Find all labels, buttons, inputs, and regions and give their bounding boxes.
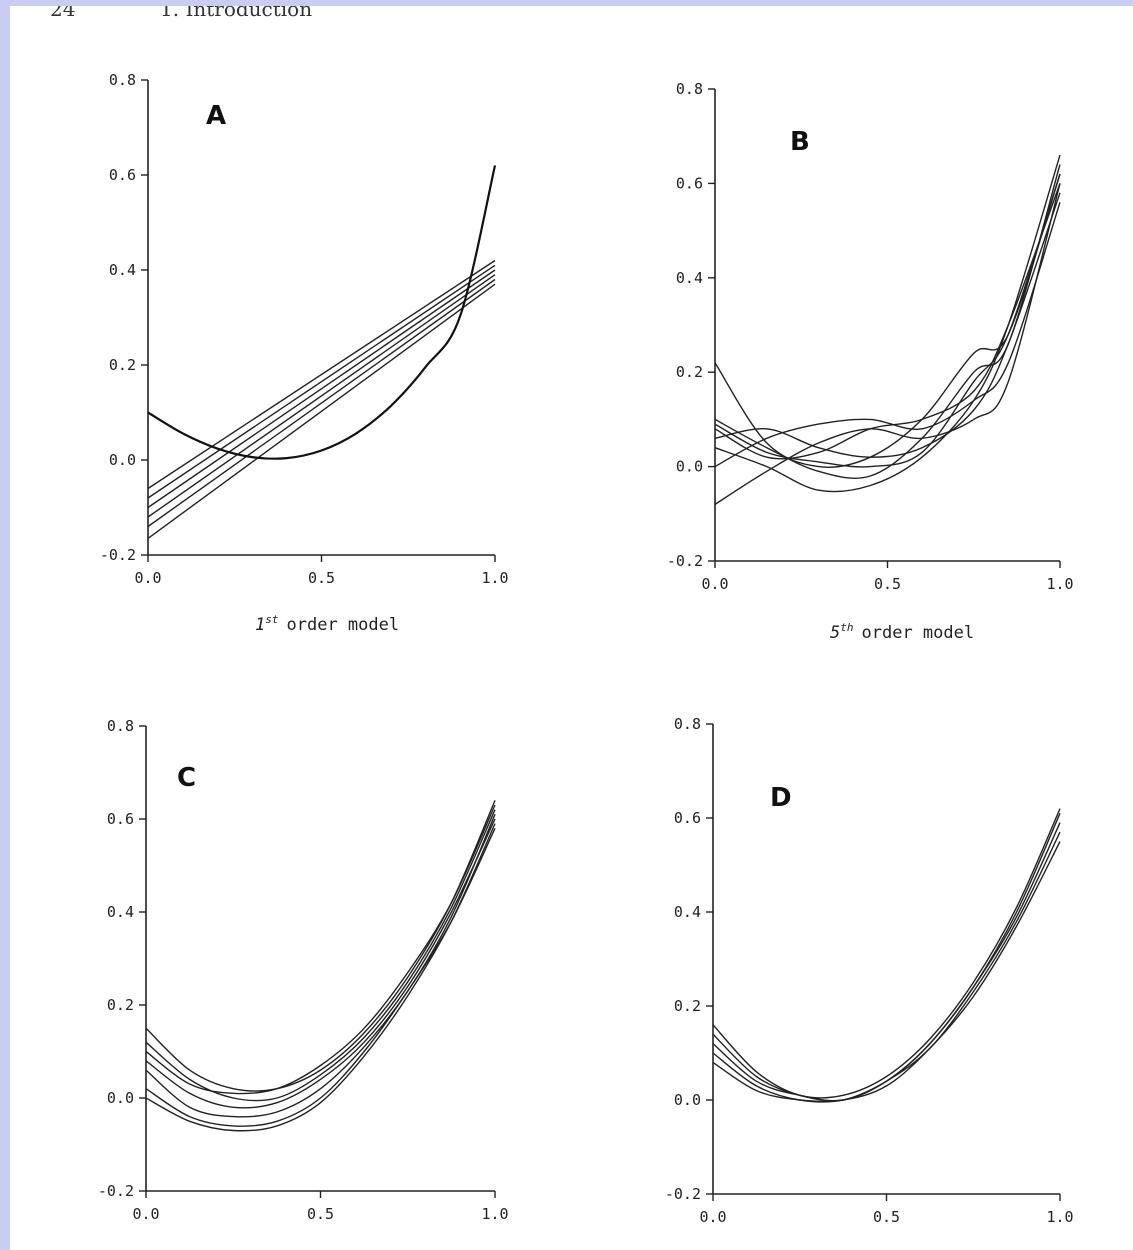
panel-a-y-tick-label: 0.4 [109,261,136,279]
book-page: 24 1. Introduction -0.2 0.0 0.2 0.4 0.6 0.8 0.… [10,6,1133,1250]
panel-d: -0.2 0.0 0.2 0.4 0.6 0.8 0.0 0.5 1.0 D [665,715,1074,1226]
panel-a-fit-curve [148,275,495,517]
panel-b-xlabel-suffix: th [840,621,853,634]
panel-b-y-tick-label: 0.4 [676,269,703,287]
panel-c-x-tick-label: 0.0 [132,1205,159,1223]
panel-b-fit-curve [715,183,1060,458]
panel-a-x-tick-label: 0.5 [308,569,335,587]
panel-b-letter: B [790,127,810,157]
panel-c-y-tick-label: -0.2 [98,1182,134,1200]
panel-b-xlabel-number: 5 [830,623,840,643]
figure: 24 1. Introduction -0.2 0.0 0.2 0.4 0.6 0.8 0.… [10,6,1133,1250]
panel-b-xlabel-rest: order model [862,623,975,643]
panel-b: -0.2 0.0 0.2 0.4 0.6 0.8 0.0 0.5 1.0 B 5th order … [667,80,1074,643]
panel-a-xlabel-rest: order model [287,615,400,635]
panel-d-fit-curve [713,832,1060,1102]
panel-c: -0.2 0.0 0.2 0.4 0.6 0.8 0.0 0.5 1.0 C [98,717,509,1223]
panel-c-fit-curve [146,814,495,1117]
panel-a-letter: A [206,101,226,131]
panel-a-x-tick-label: 1.0 [481,569,508,587]
panel-d-y-tick-label: 0.0 [674,1091,701,1109]
panel-a-y-tick-label: -0.2 [100,546,136,564]
panel-a-fit-curve [148,261,495,489]
page-number: 24 [50,6,75,21]
panel-c-fit-curve [146,805,495,1094]
panel-d-fit-curve [713,813,1060,1100]
panel-a-x-tick-label: 0.0 [134,569,161,587]
panel-d-x-tick-label: 0.0 [699,1208,726,1226]
panel-c-y-tick-label: 0.4 [107,903,134,921]
panel-a-true-curve [148,166,495,459]
panel-d-y-tick-label: 0.2 [674,997,701,1015]
panel-b-x-axis-label: 5th order model [830,621,974,643]
panel-b-fit-curve [715,155,1060,491]
panel-a-xlabel-suffix: st [265,613,279,626]
panel-d-x-tick-label: 1.0 [1046,1208,1073,1226]
panel-a-fit-curve [148,280,495,527]
panel-d-fit-curve [713,809,1060,1098]
panel-d-fit-curve [713,823,1060,1101]
panel-c-y-tick-label: 0.2 [107,996,134,1014]
panel-b-y-tick-label: 0.2 [676,363,703,381]
panel-c-y-tick-label: 0.8 [107,717,134,735]
panel-a-fit-curve [148,270,495,508]
panel-b-x-tick-label: 0.5 [874,575,901,593]
panel-b-y-tick-label: 0.0 [676,458,703,476]
panel-c-x-tick-label: 1.0 [481,1205,508,1223]
panel-a-x-axis-label: 1st order model [255,613,399,635]
panel-b-y-tick-label: 0.8 [676,80,703,98]
panel-a: -0.2 0.0 0.2 0.4 0.6 0.8 0.0 0.5 1.0 A 1st order … [100,71,509,635]
panel-d-letter: D [770,783,792,813]
panel-d-y-tick-label: 0.4 [674,903,701,921]
panel-d-y-tick-label: 0.6 [674,809,701,827]
panel-d-y-tick-label: -0.2 [665,1185,701,1203]
panel-b-y-tick-label: 0.6 [676,174,703,192]
panel-d-fit-curve [713,842,1060,1102]
panel-c-fit-curve [146,800,495,1091]
panel-d-x-tick-label: 0.5 [873,1208,900,1226]
panel-c-fit-curve [146,819,495,1108]
panel-c-y-tick-label: 0.6 [107,810,134,828]
panel-b-x-tick-label: 1.0 [1046,575,1073,593]
panel-a-fit-curve [148,265,495,498]
panel-a-y-tick-label: 0.2 [109,356,136,374]
panel-c-fit-curve [146,828,495,1126]
panel-a-y-tick-label: 0.0 [109,451,136,469]
panel-c-fit-curve [146,810,495,1101]
panel-c-y-tick-label: 0.0 [107,1089,134,1107]
panel-a-y-tick-label: 0.8 [109,71,136,89]
panel-b-y-tick-label: -0.2 [667,552,703,570]
panel-c-letter: C [177,763,196,793]
page-header-title: 1. Introduction [160,6,312,21]
panel-a-y-tick-label: 0.6 [109,166,136,184]
panel-d-y-tick-label: 0.8 [674,715,701,733]
panel-b-x-tick-label: 0.0 [701,575,728,593]
panel-a-fit-curve [148,284,495,538]
panel-c-x-tick-label: 0.5 [307,1205,334,1223]
panel-a-xlabel-number: 1 [255,615,265,635]
